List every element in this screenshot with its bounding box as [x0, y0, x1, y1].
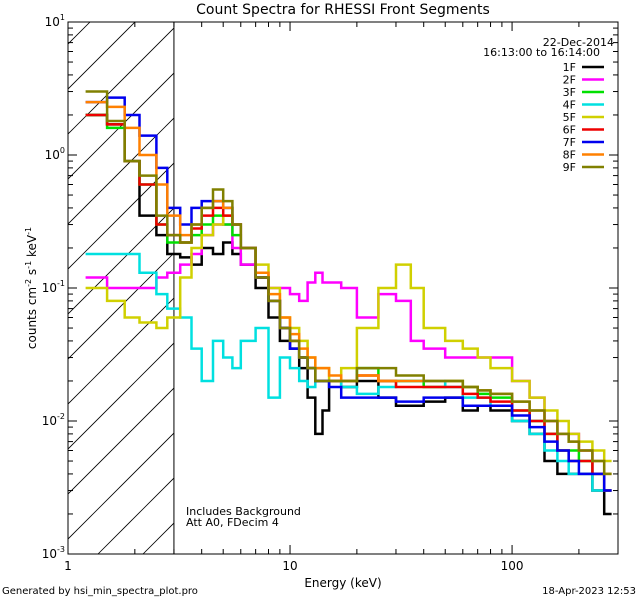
- y-tick-label: 100: [45, 146, 65, 162]
- hatch-line: [68, 162, 174, 270]
- y-tick-label: 10-2: [42, 412, 65, 428]
- date-label: 22-Dec-2014: [543, 36, 614, 49]
- hatch-line: [68, 342, 174, 450]
- footer-generated-by: Generated by hsi_min_spectra_plot.pro: [2, 586, 198, 597]
- legend-label-7F: 7F: [563, 136, 576, 149]
- chart-title: Count Spectra for RHESSI Front Segments: [196, 2, 490, 18]
- y-label-sup-2: -1: [24, 261, 33, 269]
- x-tick-label: 1: [64, 559, 72, 573]
- annotation-background: Includes Background: [186, 505, 301, 518]
- y-tick-label: 10-3: [42, 545, 65, 561]
- legend-label-8F: 8F: [563, 149, 576, 162]
- footer-timestamp: 18-Apr-2023 12:53: [542, 586, 636, 597]
- hatch-line: [68, 252, 174, 360]
- legend-label-6F: 6F: [563, 124, 576, 137]
- x-tick-label: 100: [501, 559, 524, 573]
- y-tick-label: 10-1: [42, 279, 65, 295]
- annotation-attenuator: Att A0, FDecim 4: [186, 516, 279, 529]
- series-line-5F: [85, 214, 612, 463]
- legend-label-4F: 4F: [563, 99, 576, 112]
- series-line-4F: [85, 252, 612, 492]
- legend-label-9F: 9F: [563, 161, 576, 174]
- time-range-label: 16:13:00 to 16:14:00: [483, 46, 600, 59]
- hatch-line: [68, 207, 174, 315]
- y-axis-ticks: 10-3 10-2 10-1 100 101: [42, 13, 618, 561]
- hatch-line: [68, 27, 174, 135]
- x-axis-ticks: 1 10 100: [64, 22, 619, 573]
- hatch-line: [68, 72, 174, 180]
- y-label-part-3: keV: [25, 234, 39, 261]
- hatch-line: [68, 22, 91, 45]
- y-label-sup-1: -2: [24, 279, 33, 287]
- hatch-line: [68, 387, 174, 495]
- x-axis-label: Energy (keV): [304, 576, 381, 590]
- y-label-part-2: s: [25, 269, 39, 279]
- legend-label-3F: 3F: [563, 86, 576, 99]
- y-label-part-1: counts cm: [25, 287, 39, 349]
- legend-label-5F: 5F: [563, 111, 576, 124]
- series-group: [85, 90, 612, 516]
- y-axis-label: counts cm-2 s-1 keV-1: [24, 227, 39, 349]
- y-label-sup-3: -1: [24, 227, 33, 235]
- series-line-2F: [85, 223, 612, 492]
- hatch-line: [68, 22, 136, 90]
- legend-label-2F: 2F: [563, 74, 576, 87]
- hatch-line: [68, 117, 174, 225]
- series-line-1F: [85, 113, 612, 516]
- legend-label-1F: 1F: [563, 61, 576, 74]
- series-line-9F: [85, 90, 612, 476]
- x-tick-label: 10: [282, 559, 297, 573]
- hatch-line: [68, 432, 174, 540]
- y-tick-label: 101: [45, 13, 65, 29]
